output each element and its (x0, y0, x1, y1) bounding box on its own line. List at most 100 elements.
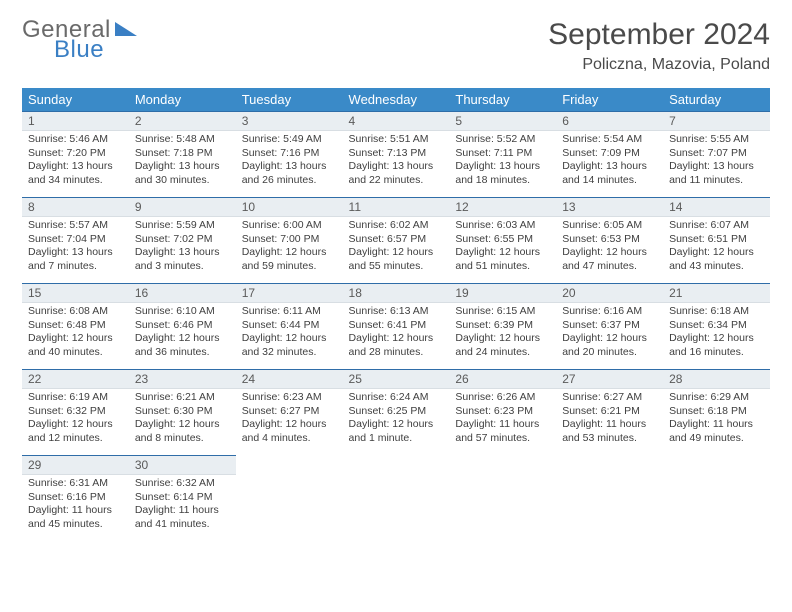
day-line: Sunrise: 5:46 AM (28, 133, 123, 147)
day-cell: 10Sunrise: 6:00 AMSunset: 7:00 PMDayligh… (236, 198, 343, 284)
day-details: Sunrise: 6:23 AMSunset: 6:27 PMDaylight:… (236, 389, 343, 450)
day-line: Sunrise: 6:21 AM (135, 391, 230, 405)
day-cell: 9Sunrise: 5:59 AMSunset: 7:02 PMDaylight… (129, 198, 236, 284)
day-details: Sunrise: 5:51 AMSunset: 7:13 PMDaylight:… (343, 131, 450, 192)
day-number: 19 (449, 284, 556, 303)
day-line: Sunset: 7:09 PM (562, 147, 657, 161)
day-line: Daylight: 13 hours (135, 246, 230, 260)
day-details: Sunrise: 6:32 AMSunset: 6:14 PMDaylight:… (129, 475, 236, 536)
dow-friday: Friday (556, 88, 663, 112)
day-line: Sunset: 6:34 PM (669, 319, 764, 333)
day-line: and 40 minutes. (28, 346, 123, 360)
day-line: Sunrise: 6:31 AM (28, 477, 123, 491)
day-cell: 13Sunrise: 6:05 AMSunset: 6:53 PMDayligh… (556, 198, 663, 284)
day-cell: 3Sunrise: 5:49 AMSunset: 7:16 PMDaylight… (236, 112, 343, 198)
day-line: and 16 minutes. (669, 346, 764, 360)
dow-thursday: Thursday (449, 88, 556, 112)
day-line: and 55 minutes. (349, 260, 444, 274)
day-line: Daylight: 13 hours (669, 160, 764, 174)
day-line: Sunrise: 5:54 AM (562, 133, 657, 147)
day-number: 16 (129, 284, 236, 303)
day-cell: 25Sunrise: 6:24 AMSunset: 6:25 PMDayligh… (343, 370, 450, 456)
day-line: Daylight: 11 hours (455, 418, 550, 432)
day-line: Sunrise: 5:57 AM (28, 219, 123, 233)
day-line: Sunrise: 6:32 AM (135, 477, 230, 491)
day-line: and 8 minutes. (135, 432, 230, 446)
dow-row: Sunday Monday Tuesday Wednesday Thursday… (22, 88, 770, 112)
day-number: 3 (236, 112, 343, 131)
day-details: Sunrise: 6:15 AMSunset: 6:39 PMDaylight:… (449, 303, 556, 364)
day-line: Daylight: 12 hours (562, 246, 657, 260)
day-details: Sunrise: 6:11 AMSunset: 6:44 PMDaylight:… (236, 303, 343, 364)
day-number: 30 (129, 456, 236, 475)
day-line: Sunset: 6:37 PM (562, 319, 657, 333)
day-details: Sunrise: 5:48 AMSunset: 7:18 PMDaylight:… (129, 131, 236, 192)
day-line: Sunrise: 6:29 AM (669, 391, 764, 405)
day-details: Sunrise: 6:05 AMSunset: 6:53 PMDaylight:… (556, 217, 663, 278)
day-cell (449, 456, 556, 542)
day-cell: 20Sunrise: 6:16 AMSunset: 6:37 PMDayligh… (556, 284, 663, 370)
day-line: Sunset: 7:13 PM (349, 147, 444, 161)
day-number: 11 (343, 198, 450, 217)
day-line: Daylight: 11 hours (562, 418, 657, 432)
day-line: and 57 minutes. (455, 432, 550, 446)
day-details: Sunrise: 5:57 AMSunset: 7:04 PMDaylight:… (22, 217, 129, 278)
day-number: 10 (236, 198, 343, 217)
day-line: Sunrise: 5:51 AM (349, 133, 444, 147)
dow-tuesday: Tuesday (236, 88, 343, 112)
day-number: 21 (663, 284, 770, 303)
day-line: and 32 minutes. (242, 346, 337, 360)
day-line: Sunrise: 5:55 AM (669, 133, 764, 147)
day-line: Daylight: 12 hours (242, 332, 337, 346)
day-cell: 21Sunrise: 6:18 AMSunset: 6:34 PMDayligh… (663, 284, 770, 370)
header: General Blue September 2024 Policzna, Ma… (22, 18, 770, 74)
week-row: 22Sunrise: 6:19 AMSunset: 6:32 PMDayligh… (22, 370, 770, 456)
day-line: Daylight: 11 hours (669, 418, 764, 432)
day-line: Sunrise: 6:08 AM (28, 305, 123, 319)
day-line: Sunrise: 6:10 AM (135, 305, 230, 319)
day-details: Sunrise: 5:55 AMSunset: 7:07 PMDaylight:… (663, 131, 770, 192)
week-row: 29Sunrise: 6:31 AMSunset: 6:16 PMDayligh… (22, 456, 770, 542)
day-line: and 49 minutes. (669, 432, 764, 446)
month-title: September 2024 (548, 18, 770, 52)
day-number: 27 (556, 370, 663, 389)
day-line: and 41 minutes. (135, 518, 230, 532)
day-details: Sunrise: 5:54 AMSunset: 7:09 PMDaylight:… (556, 131, 663, 192)
day-line: Sunset: 6:55 PM (455, 233, 550, 247)
day-line: Sunrise: 6:23 AM (242, 391, 337, 405)
week-row: 1Sunrise: 5:46 AMSunset: 7:20 PMDaylight… (22, 112, 770, 198)
day-line: Sunrise: 6:24 AM (349, 391, 444, 405)
day-cell: 7Sunrise: 5:55 AMSunset: 7:07 PMDaylight… (663, 112, 770, 198)
day-details: Sunrise: 5:59 AMSunset: 7:02 PMDaylight:… (129, 217, 236, 278)
day-line: Daylight: 12 hours (455, 246, 550, 260)
day-line: and 51 minutes. (455, 260, 550, 274)
day-details: Sunrise: 6:21 AMSunset: 6:30 PMDaylight:… (129, 389, 236, 450)
day-line: Sunrise: 6:02 AM (349, 219, 444, 233)
day-cell: 27Sunrise: 6:27 AMSunset: 6:21 PMDayligh… (556, 370, 663, 456)
day-line: Sunrise: 6:18 AM (669, 305, 764, 319)
day-line: Daylight: 13 hours (562, 160, 657, 174)
day-line: and 43 minutes. (669, 260, 764, 274)
day-line: Sunset: 6:44 PM (242, 319, 337, 333)
day-line: Sunrise: 6:15 AM (455, 305, 550, 319)
day-line: Daylight: 12 hours (135, 332, 230, 346)
day-cell: 16Sunrise: 6:10 AMSunset: 6:46 PMDayligh… (129, 284, 236, 370)
day-line: Sunrise: 6:16 AM (562, 305, 657, 319)
day-number: 2 (129, 112, 236, 131)
day-number: 8 (22, 198, 129, 217)
day-number: 24 (236, 370, 343, 389)
day-line: Daylight: 12 hours (135, 418, 230, 432)
day-cell: 26Sunrise: 6:26 AMSunset: 6:23 PMDayligh… (449, 370, 556, 456)
day-line: and 24 minutes. (455, 346, 550, 360)
location-text: Policzna, Mazovia, Poland (548, 56, 770, 74)
day-cell (663, 456, 770, 542)
day-cell: 8Sunrise: 5:57 AMSunset: 7:04 PMDaylight… (22, 198, 129, 284)
day-details: Sunrise: 6:24 AMSunset: 6:25 PMDaylight:… (343, 389, 450, 450)
day-details: Sunrise: 5:46 AMSunset: 7:20 PMDaylight:… (22, 131, 129, 192)
day-line: Sunset: 6:30 PM (135, 405, 230, 419)
day-line: Sunset: 6:25 PM (349, 405, 444, 419)
day-cell: 2Sunrise: 5:48 AMSunset: 7:18 PMDaylight… (129, 112, 236, 198)
day-line: Sunset: 6:53 PM (562, 233, 657, 247)
logo-word2: Blue (54, 38, 104, 62)
week-row: 15Sunrise: 6:08 AMSunset: 6:48 PMDayligh… (22, 284, 770, 370)
